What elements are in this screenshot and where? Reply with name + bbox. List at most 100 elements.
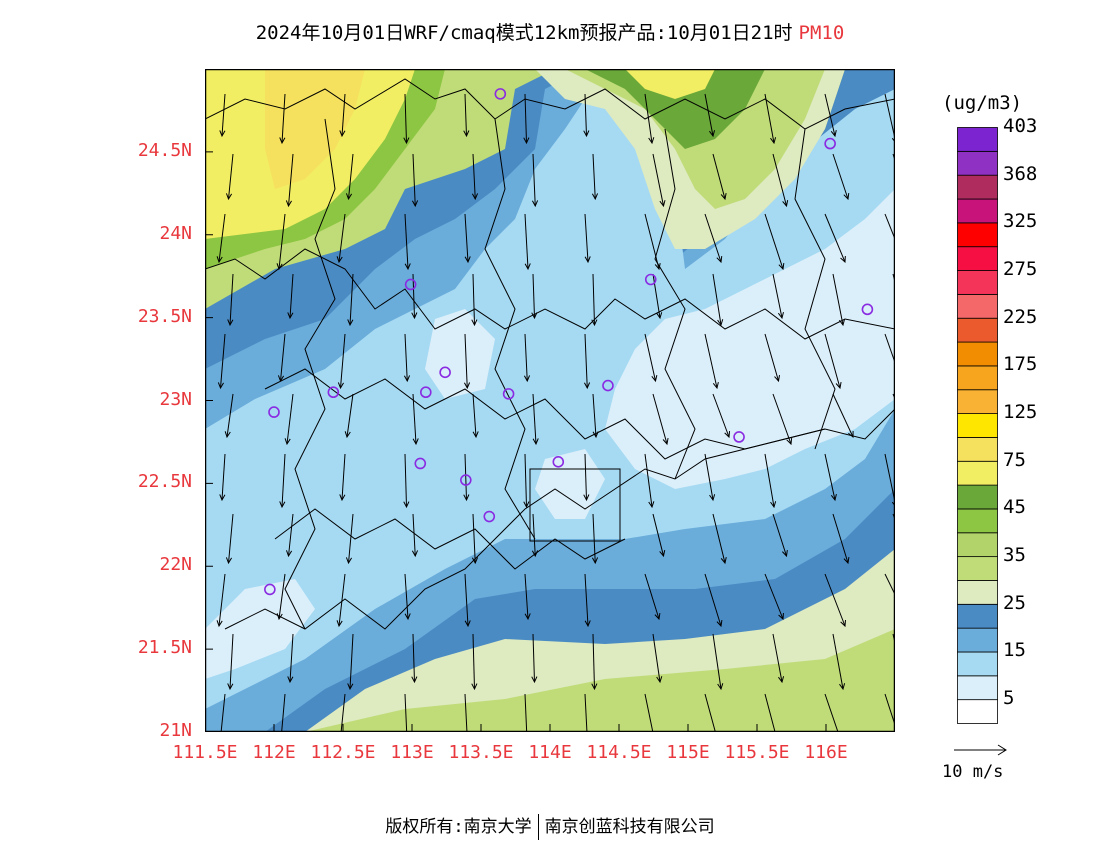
wind-arrow — [404, 213, 409, 270]
wind-arrow-head — [782, 200, 789, 208]
wind-arrow — [220, 333, 226, 389]
wind-arrow — [824, 93, 836, 137]
wind-arrow — [349, 633, 354, 690]
wind-arrow — [412, 633, 415, 683]
wind-arrow-head — [216, 256, 223, 264]
station-marker[interactable] — [644, 273, 657, 286]
legend-label: 175 — [1003, 353, 1038, 376]
wind-arrow — [652, 273, 661, 319]
wind-arrow-head — [830, 494, 837, 502]
legend-bin — [957, 150, 998, 176]
lon-tick-label: 116E — [804, 742, 848, 763]
wind-arrow-head — [411, 676, 418, 684]
wind-arrow — [652, 393, 668, 445]
wind-arrow-head — [344, 431, 351, 439]
wind-arrow — [712, 513, 726, 564]
wind-arrow — [472, 153, 476, 200]
station-marker[interactable] — [552, 456, 565, 468]
wind-arrow — [221, 453, 226, 501]
wind-arrow — [288, 153, 294, 207]
band-0-5-patch-south — [205, 579, 315, 679]
wind-arrow-head — [662, 438, 669, 446]
wind-arrow — [472, 633, 475, 690]
lat-tick-label: 24.5N — [137, 139, 192, 161]
lat-tick-label: 21.5N — [137, 637, 192, 659]
wind-arrow-head — [778, 612, 784, 621]
station-marker[interactable] — [327, 386, 340, 399]
wind-arrow-head — [339, 494, 346, 502]
wind-arrow-head — [717, 683, 724, 691]
wind-arrow — [464, 453, 467, 501]
station-marker[interactable] — [414, 457, 427, 470]
station-marker[interactable] — [861, 303, 874, 316]
wind-arrow — [464, 693, 468, 732]
wind-arrow — [644, 453, 653, 508]
wind-arrow — [772, 273, 783, 319]
legend-bin — [957, 341, 998, 367]
wind-arrow-head — [404, 613, 411, 621]
wind-arrow — [824, 693, 839, 732]
legend-bin — [957, 174, 998, 200]
pm10-map[interactable] — [205, 69, 895, 732]
wind-arrow — [824, 213, 846, 263]
wind-arrow-head — [404, 263, 411, 271]
wind-arrow — [524, 333, 528, 382]
station-marker[interactable] — [602, 379, 614, 392]
wind-arrow-head — [648, 501, 655, 509]
station-marker[interactable] — [439, 366, 451, 379]
lat-tick-label: 22.5N — [137, 471, 192, 493]
wind-arrow — [764, 693, 776, 732]
wind-arrow — [832, 393, 854, 438]
legend-bin — [957, 484, 998, 510]
wind-arrow-head — [720, 557, 727, 565]
station-marker[interactable] — [420, 386, 432, 399]
station-marker[interactable] — [264, 583, 276, 596]
wind-arrow-head — [523, 501, 530, 509]
wind-arrow-head — [891, 137, 895, 143]
lat-tick-label: 23N — [159, 388, 192, 410]
company-text: 南京创蓝科技有限公司 — [544, 817, 715, 837]
wind-arrow — [644, 573, 660, 620]
wind-arrow-head — [224, 431, 231, 439]
wind-arrow-head — [471, 557, 479, 565]
wind-arrow-head — [347, 319, 354, 327]
wind-arrow — [592, 393, 597, 438]
wind-arrow-head — [848, 430, 854, 439]
station-marker[interactable] — [824, 137, 836, 150]
wind-arrow-head — [891, 501, 895, 507]
wind-arrow-head — [411, 200, 419, 208]
wind-arrow — [832, 153, 849, 200]
wind-arrow-head — [712, 382, 719, 390]
wind-arrow-head — [276, 263, 283, 271]
station-marker[interactable] — [404, 278, 417, 291]
wind-arrow — [278, 213, 286, 270]
wind-arrow — [712, 393, 730, 438]
lat-tick-label: 21N — [159, 720, 192, 741]
wind-arrow-head — [843, 192, 850, 201]
wind-arrow — [404, 693, 408, 732]
wind-arrow — [824, 333, 841, 389]
legend-label: 15 — [1003, 639, 1026, 662]
station-marker[interactable] — [483, 510, 496, 523]
station-marker[interactable] — [733, 431, 745, 443]
station-marker[interactable] — [460, 474, 472, 486]
wind-arrow — [764, 573, 784, 620]
station-marker[interactable] — [494, 88, 507, 100]
wind-arrow-head — [225, 193, 233, 201]
wind-scale-label: 10 m/s — [942, 762, 1004, 782]
wind-arrow — [281, 693, 286, 732]
wind-arrow-head — [216, 620, 223, 628]
wind-arrow — [281, 93, 286, 144]
station-marker[interactable] — [268, 406, 280, 418]
wind-arrow — [229, 273, 234, 326]
station-marker[interactable] — [502, 388, 515, 400]
wind-arrow-head — [584, 256, 591, 264]
wind-arrow-head — [648, 137, 655, 145]
legend-bin — [957, 413, 998, 438]
wind-arrow-head — [720, 193, 727, 201]
lon-tick-label: 111.5E — [172, 742, 238, 763]
wind-arrow-head — [285, 200, 292, 208]
wind-arrow-head — [279, 501, 286, 509]
legend-bin — [957, 556, 998, 581]
wind-arrow-head — [471, 319, 478, 327]
